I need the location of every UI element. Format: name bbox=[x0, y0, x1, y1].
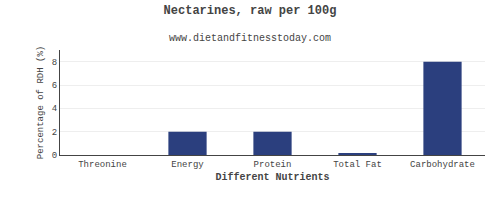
svg-text:Nectarines, raw per 100g: Nectarines, raw per 100g bbox=[164, 4, 337, 18]
svg-text:4: 4 bbox=[52, 104, 57, 114]
svg-text:www.dietandfitnesstoday.com: www.dietandfitnesstoday.com bbox=[169, 33, 331, 44]
svg-text:Different Nutrients: Different Nutrients bbox=[215, 172, 329, 183]
svg-text:Protein: Protein bbox=[254, 160, 292, 170]
svg-text:6: 6 bbox=[52, 81, 57, 91]
svg-text:8: 8 bbox=[52, 58, 57, 68]
svg-text:Energy: Energy bbox=[171, 160, 204, 170]
svg-text:0: 0 bbox=[52, 151, 57, 161]
svg-text:Carbohydrate: Carbohydrate bbox=[410, 160, 475, 170]
svg-text:Percentage of RDH (%): Percentage of RDH (%) bbox=[36, 46, 46, 159]
svg-text:Total Fat: Total Fat bbox=[333, 160, 382, 170]
svg-text:2: 2 bbox=[52, 128, 57, 138]
svg-text:Threonine: Threonine bbox=[78, 160, 127, 170]
